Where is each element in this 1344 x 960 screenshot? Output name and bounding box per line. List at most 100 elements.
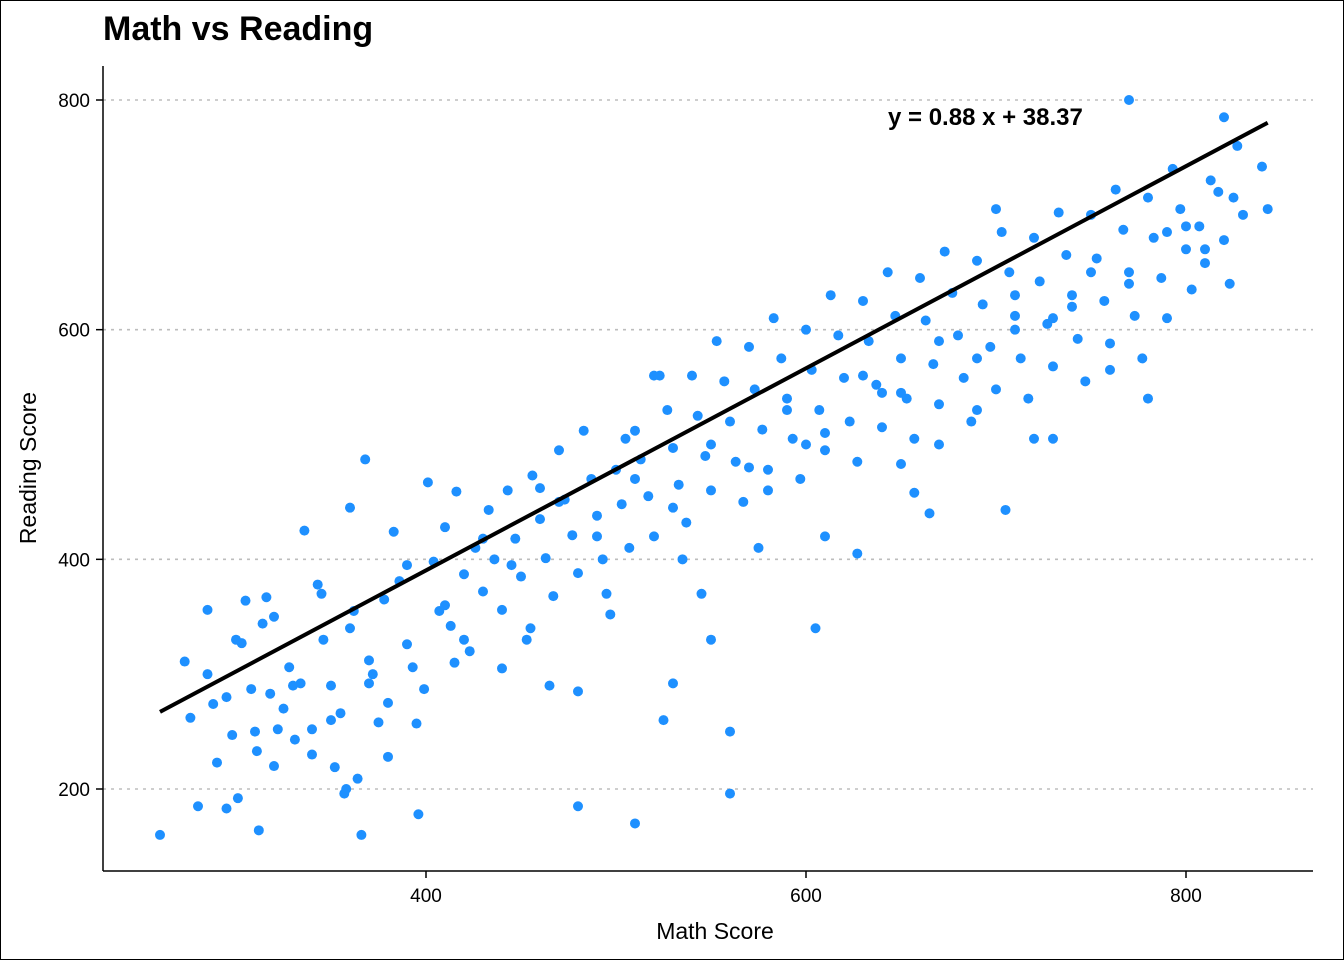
data-point [221,803,232,814]
data-point [250,726,260,737]
data-point [318,634,329,645]
data-point [692,410,703,421]
data-point [757,424,768,435]
data-point [278,703,289,714]
data-point [1257,161,1267,172]
data-point [329,762,340,773]
data-point [1224,278,1235,289]
data-point [1053,207,1064,218]
regression-equation: y = 0.88 x + 38.37 [888,104,1083,131]
data-point [510,533,521,544]
data-point [573,568,583,579]
data-point [193,801,203,812]
data-point [1048,313,1058,324]
data-point [1162,313,1172,324]
data-point [265,688,276,699]
data-point [232,793,243,804]
data-point [535,514,545,525]
regression-line [159,120,1269,714]
data-point [578,425,589,436]
data-point [1010,310,1020,321]
data-point [483,504,494,515]
data-point [787,433,798,444]
data-point [620,433,631,444]
data-point [1137,353,1148,364]
x-tick-label: 800 [1170,886,1202,907]
data-point [284,662,295,673]
data-point [208,699,219,710]
data-point [573,686,583,697]
data-point [985,341,996,352]
data-point [326,715,336,726]
data-point [719,376,730,387]
data-point [825,290,836,301]
x-tick-label: 600 [790,886,822,907]
data-point [934,336,944,347]
data-point [1029,433,1039,444]
data-point [388,526,399,537]
data-point [411,718,422,729]
x-tick-label: 400 [410,886,442,907]
data-point [459,569,469,580]
data-point [1086,267,1096,278]
data-point [497,604,507,615]
data-point [299,525,310,536]
data-point [972,255,982,266]
data-point [863,336,874,347]
data-point [839,372,849,383]
data-point [1118,224,1129,235]
data-point [413,809,424,820]
data-point [871,379,882,390]
data-point [540,553,551,564]
data-point [605,609,616,620]
data-point [257,618,268,629]
data-point [668,502,678,513]
data-point [681,517,692,528]
data-point [858,370,868,381]
data-point [882,267,893,278]
data-point [185,712,196,723]
data-point [449,657,460,668]
data-point [1186,284,1197,295]
axes [102,66,1313,872]
data-point [272,724,283,735]
data-point [624,542,635,553]
data-point [516,571,526,582]
data-point [295,678,306,689]
data-point [527,470,538,481]
data-point [1232,140,1243,151]
data-point [253,825,264,836]
data-point [360,454,371,465]
data-point [221,692,232,703]
data-point [1200,244,1210,255]
data-point [673,479,684,490]
data-point [972,353,982,364]
data-point [1262,204,1273,215]
data-point [820,531,830,542]
y-ticks: 200 400 600 800 [58,91,103,801]
data-point [459,634,469,645]
data-point [1034,276,1045,287]
data-point [996,227,1007,238]
data-point [567,530,578,541]
data-point [1156,272,1167,283]
data-point [896,387,906,398]
data-point [1213,186,1224,197]
data-point [924,508,935,519]
data-point [934,439,944,450]
data-point [668,442,678,453]
data-point [407,662,418,673]
data-point [597,554,608,565]
data-point [506,560,517,571]
data-point [844,416,855,427]
data-point [738,496,749,507]
data-point [373,717,384,728]
x-axis-title: Math Score [656,918,774,944]
data-point [402,639,412,650]
data-point [630,473,640,484]
data-point [1181,244,1191,255]
data-point [706,485,716,496]
data-point [820,445,830,456]
data-point [662,405,673,416]
